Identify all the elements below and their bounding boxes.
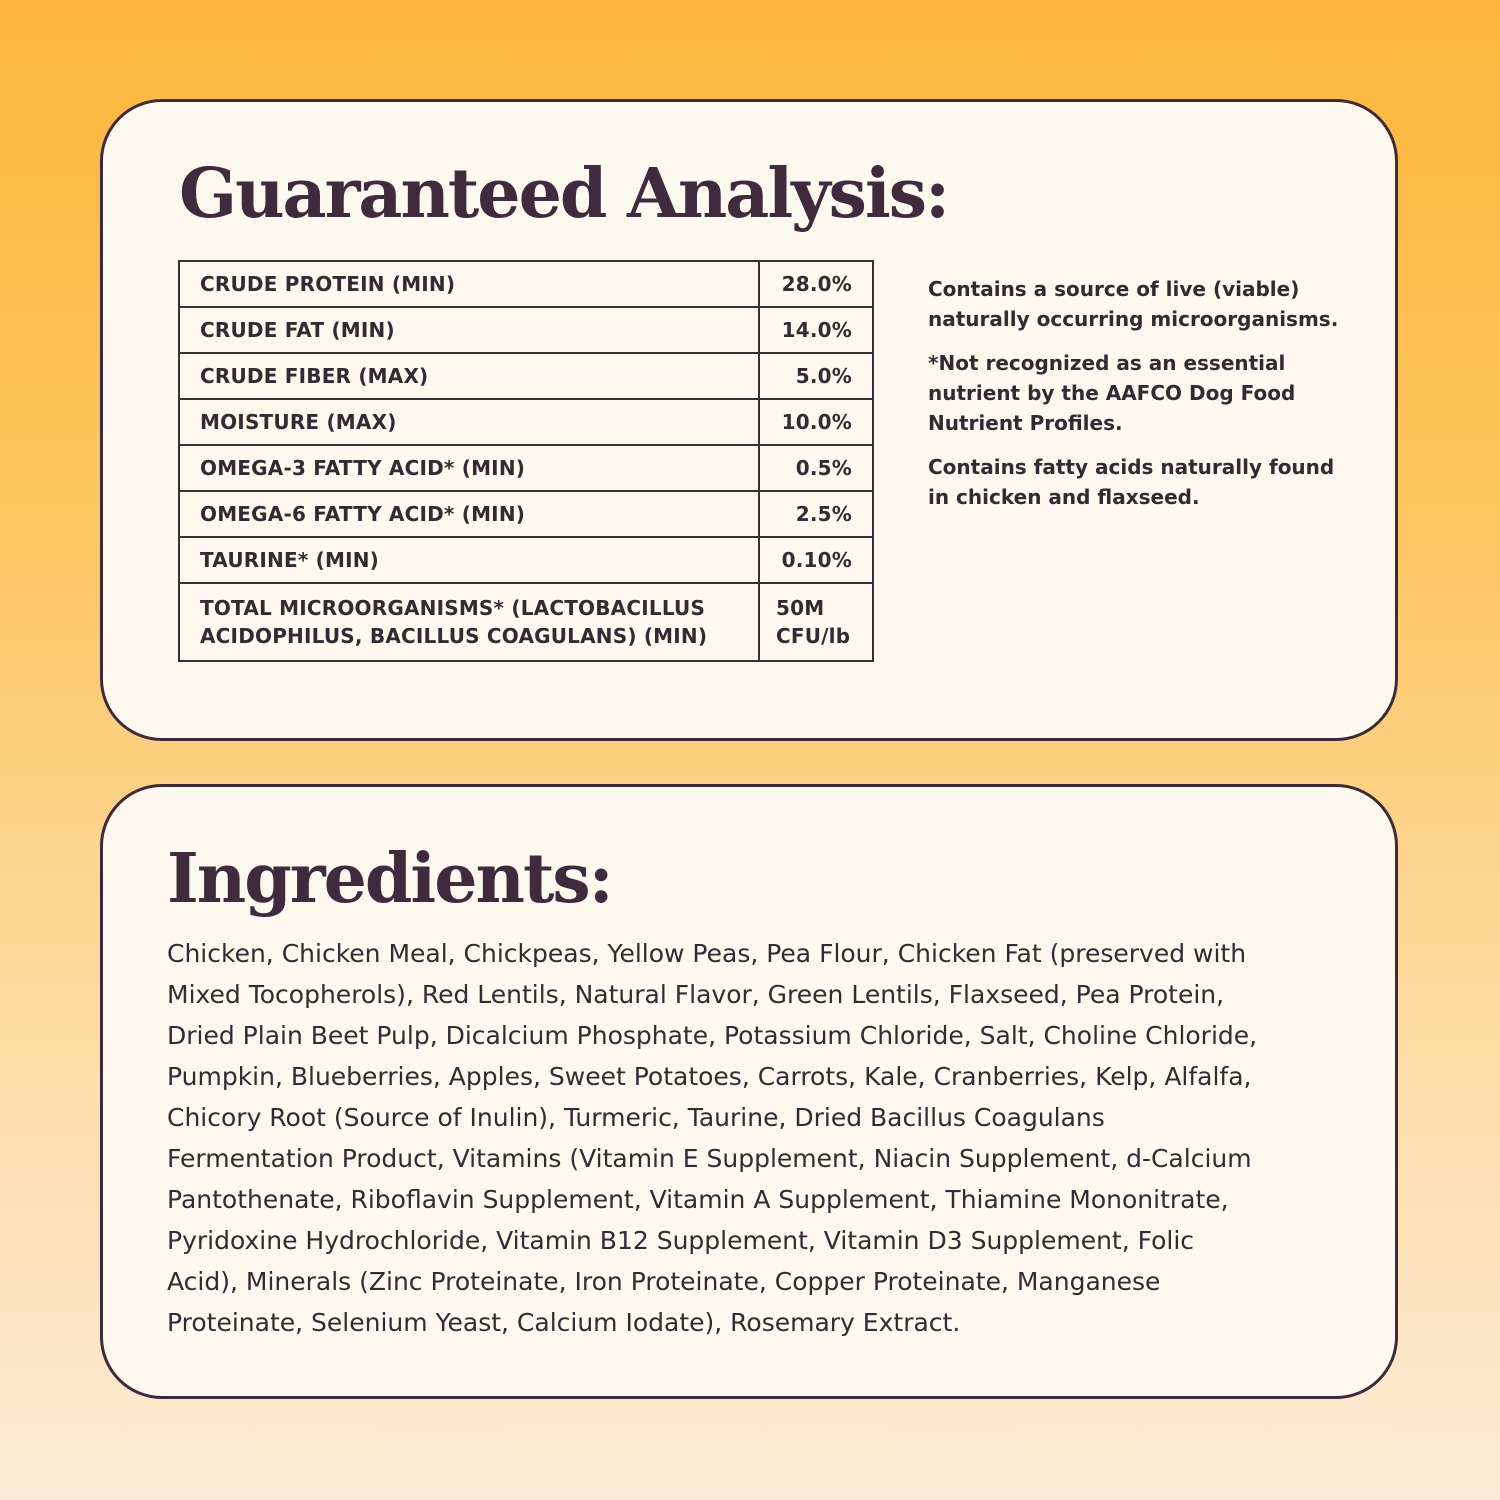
ingredients-line: Mixed Tocopherols), Red Lentils, Natural…: [167, 980, 1225, 1009]
ingredients-line: Chicken, Chicken Meal, Chickpeas, Yellow…: [167, 939, 1247, 968]
ingredients-line: Fermentation Product, Vitamins (Vitamin …: [167, 1144, 1252, 1173]
nutrient-value: 0.5%: [758, 444, 874, 492]
nutrient-label: CRUDE FAT (MIN): [178, 306, 760, 354]
table-row: TAURINE* (MIN) 0.10%: [178, 536, 874, 584]
ingredients-card: Ingredients: Chicken, Chicken Meal, Chic…: [100, 784, 1398, 1399]
table-row: CRUDE FAT (MIN) 14.0%: [178, 306, 874, 354]
ingredients-line: Pantothenate, Riboflavin Supplement, Vit…: [167, 1185, 1229, 1214]
ingredients-line: Pumpkin, Blueberries, Apples, Sweet Pota…: [167, 1062, 1252, 1091]
note: Contains a source of live (viable) natur…: [928, 277, 1339, 331]
nutrient-value: 0.10%: [758, 536, 874, 584]
nutrient-label: CRUDE PROTEIN (MIN): [178, 260, 760, 308]
table-row: CRUDE FIBER (MAX) 5.0%: [178, 352, 874, 400]
nutrient-label: CRUDE FIBER (MAX): [178, 352, 760, 400]
ingredients-text: Chicken, Chicken Meal, Chickpeas, Yellow…: [167, 933, 1257, 1343]
ingredients-title: Ingredients:: [167, 839, 614, 919]
analysis-notes: Contains a source of live (viable) natur…: [928, 274, 1348, 526]
ingredients-line: Acid), Minerals (Zinc Proteinate, Iron P…: [167, 1267, 1161, 1296]
nutrient-label: OMEGA-6 FATTY ACID* (MIN): [178, 490, 760, 538]
nutrient-label: TAURINE* (MIN): [178, 536, 760, 584]
table-row: OMEGA-3 FATTY ACID* (MIN) 0.5%: [178, 444, 874, 492]
ingredients-line: Pyridoxine Hydrochloride, Vitamin B12 Su…: [167, 1226, 1195, 1255]
nutrient-value: 14.0%: [758, 306, 874, 354]
ingredients-line: Chicory Root (Source of Inulin), Turmeri…: [167, 1103, 1105, 1132]
nutrient-value: 28.0%: [758, 260, 874, 308]
nutrient-value: 2.5%: [758, 490, 874, 538]
nutrient-value: 10.0%: [758, 398, 874, 446]
table-row: TOTAL MICROORGANISMS* (LACTOBACILLUS ACID…: [178, 582, 874, 662]
note: *Not recognized as an essential nutrient…: [928, 351, 1296, 435]
table-row: OMEGA-6 FATTY ACID* (MIN) 2.5%: [178, 490, 874, 538]
nutrient-label: OMEGA-3 FATTY ACID* (MIN): [178, 444, 760, 492]
table-row: CRUDE PROTEIN (MIN) 28.0%: [178, 260, 874, 308]
nutrient-value: 5.0%: [758, 352, 874, 400]
table-row: MOISTURE (MAX) 10.0%: [178, 398, 874, 446]
analysis-title: Guaranteed Analysis:: [179, 154, 950, 234]
nutrient-value: 50M CFU/lb: [758, 582, 874, 662]
nutrient-label: TOTAL MICROORGANISMS* (LACTOBACILLUS ACID…: [178, 582, 760, 662]
ingredients-line: Dried Plain Beet Pulp, Dicalcium Phospha…: [167, 1021, 1258, 1050]
analysis-table: CRUDE PROTEIN (MIN) 28.0% CRUDE FAT (MIN) 1…: [178, 260, 874, 662]
note: Contains fatty acids naturally found in …: [928, 455, 1335, 509]
guaranteed-analysis-card: Guaranteed Analysis: CRUDE PROTEIN (MIN)…: [100, 99, 1398, 741]
ingredients-line: Proteinate, Selenium Yeast, Calcium Ioda…: [167, 1308, 961, 1337]
nutrient-label: MOISTURE (MAX): [178, 398, 760, 446]
